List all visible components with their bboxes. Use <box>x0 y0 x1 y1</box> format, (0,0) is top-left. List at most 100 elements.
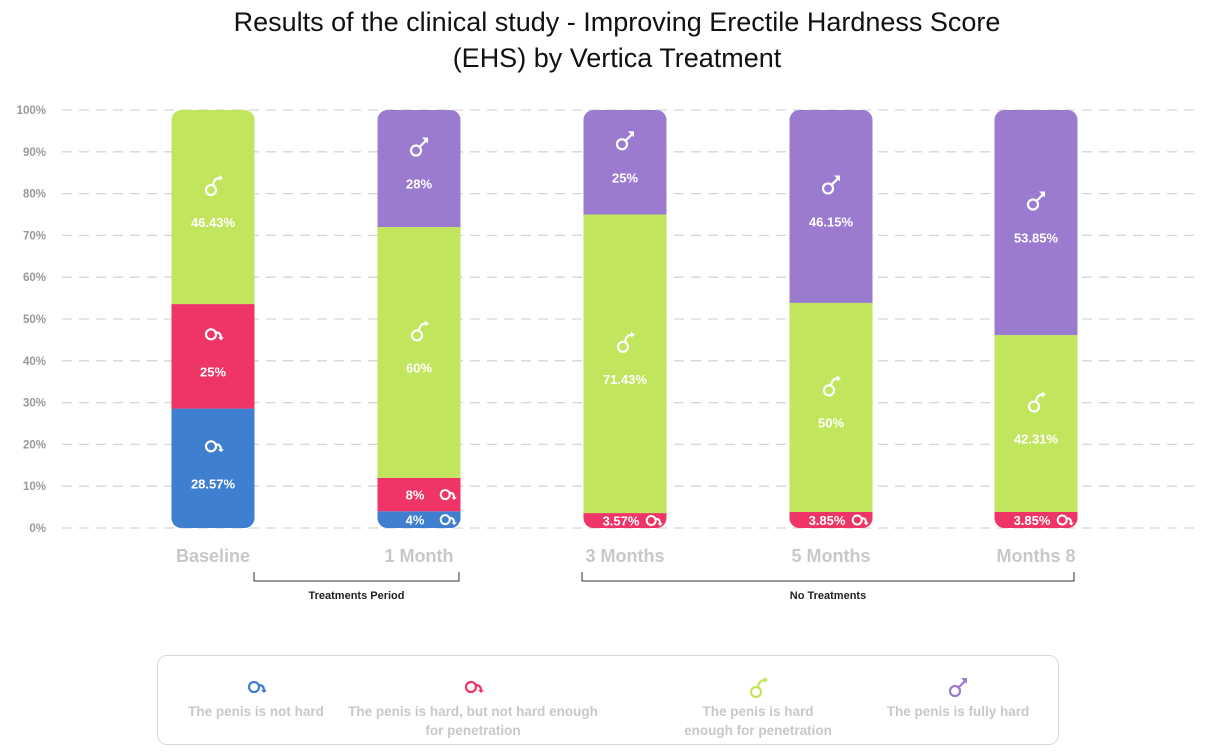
fully-hard-icon <box>1026 191 1046 211</box>
hard-enough-icon <box>410 320 429 342</box>
data-label: 46.15% <box>809 214 854 229</box>
x-tick-label: 3 Months <box>586 546 665 566</box>
icon-arrow <box>764 677 768 683</box>
data-label: 60% <box>406 360 432 375</box>
data-label: 25% <box>612 170 638 185</box>
icon-circle <box>204 440 218 453</box>
legend-label: The penis is hard <box>702 704 814 719</box>
data-label: 8% <box>406 488 425 503</box>
bar-stack <box>377 110 461 528</box>
x-tick-label: 1 Month <box>385 546 454 566</box>
partially-hard-icon <box>645 515 663 527</box>
bracket <box>253 572 460 582</box>
data-label: 3.57% <box>603 514 640 529</box>
legend-icon <box>749 677 768 699</box>
icon-arrow <box>218 337 224 341</box>
icon-arrow <box>451 522 457 526</box>
icon-circle <box>1027 400 1041 413</box>
bar-stack <box>789 110 873 528</box>
hard-enough-icon <box>204 175 223 197</box>
icon-arrow <box>478 690 484 693</box>
icon-arrow <box>863 522 869 526</box>
partially-hard-icon <box>439 489 457 501</box>
hard-enough-icon <box>1027 391 1046 413</box>
icon-circle <box>410 329 424 342</box>
bar-stack <box>994 110 1078 528</box>
bar-segment <box>789 302 873 512</box>
icon-arrow <box>422 137 428 144</box>
icon-circle <box>439 489 451 501</box>
chart-title: Results of the clinical study - Improvin… <box>233 7 1001 73</box>
y-tick-label: 40% <box>23 356 46 368</box>
bar-segment <box>171 408 255 528</box>
icon-arrow <box>1039 191 1045 198</box>
data-label: 46.43% <box>191 215 236 230</box>
bar-segment <box>377 511 461 528</box>
x-tick-label: Baseline <box>176 546 250 566</box>
icon-circle <box>615 138 629 151</box>
legend-item: The penis is hard enough for penetration <box>608 670 908 740</box>
bar-segment <box>789 511 873 528</box>
icon-circle <box>616 340 630 353</box>
icon-arrow <box>261 690 267 693</box>
icon-circle <box>749 685 763 699</box>
y-tick-label: 100% <box>17 105 46 117</box>
hard-enough-icon <box>822 375 841 397</box>
hard-enough-icon <box>616 331 635 353</box>
data-label: 3.85% <box>809 513 846 528</box>
icon-circle <box>645 515 657 527</box>
icon-stem <box>756 678 767 689</box>
not-hard-icon <box>439 514 457 526</box>
icon-circle <box>1056 514 1068 526</box>
x-tick-label: 5 Months <box>792 546 871 566</box>
icon-arrow <box>1068 522 1074 526</box>
legend-item: The penis is fully hard <box>808 670 1108 721</box>
legend: The penis is not hard The penis is hard, … <box>157 655 1059 745</box>
y-tick-label: 10% <box>23 481 46 493</box>
legend-icon <box>464 680 484 694</box>
fully-hard-icon <box>409 137 429 157</box>
y-tick-label: 80% <box>23 189 46 201</box>
data-label: 4% <box>406 513 425 528</box>
partially-hard-icon <box>464 680 484 694</box>
legend-label: The penis is not hard <box>188 704 324 719</box>
data-label: 50% <box>818 415 844 430</box>
hard-enough-icon <box>749 677 768 699</box>
bar-segment <box>994 110 1078 336</box>
data-label: 42.31% <box>1014 431 1059 446</box>
icon-circle <box>851 514 863 526</box>
icon-circle <box>948 684 962 698</box>
legend-item: The penis is hard, but not hard enough fo… <box>323 670 623 740</box>
legend-icon <box>948 678 968 698</box>
icon-arrow <box>834 175 840 182</box>
icon-arrow <box>628 131 634 138</box>
data-label: 53.85% <box>1014 231 1059 246</box>
icon-circle <box>204 183 218 197</box>
bar-stack <box>583 110 667 528</box>
icon-arrow <box>218 449 224 453</box>
x-tick-label: Months 8 <box>997 546 1076 566</box>
fully-hard-icon <box>948 678 968 698</box>
icon-circle <box>464 680 478 694</box>
stacked-bar-chart: 0% 10% 20% 30% 40% 50% 60% 70% 80% 90% 100% 28.57% 2… <box>17 105 1195 602</box>
y-tick-label: 50% <box>23 314 46 326</box>
bar-segment <box>994 335 1078 512</box>
bar-segment <box>583 513 667 528</box>
bar-segment <box>789 110 873 303</box>
bar-segment <box>994 511 1078 528</box>
icon-circle <box>1026 198 1040 211</box>
legend-label: The penis is hard, but not hard enough <box>348 704 598 719</box>
annotation-label: No Treatments <box>790 590 866 602</box>
icon-arrow <box>631 331 635 338</box>
bar-segment <box>583 214 667 514</box>
y-tick-label: 0% <box>29 523 46 535</box>
data-label: 28.57% <box>191 476 236 491</box>
bracket <box>581 572 1075 582</box>
icon-arrow <box>425 320 429 327</box>
partially-hard-icon <box>1056 514 1074 526</box>
y-tick-label: 70% <box>23 230 46 242</box>
icon-circle <box>204 328 218 341</box>
icon-circle <box>439 514 451 526</box>
data-label: 71.43% <box>603 372 648 387</box>
legend-label: enough for penetration <box>684 723 832 738</box>
